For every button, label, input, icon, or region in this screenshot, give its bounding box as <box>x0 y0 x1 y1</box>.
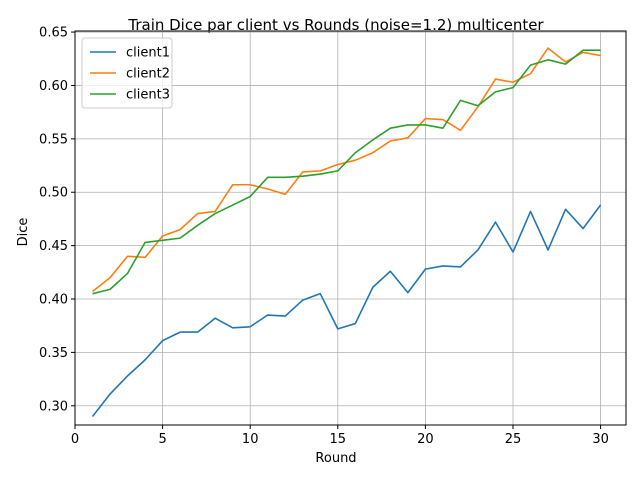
y-tick-label: 0.40 <box>39 293 68 308</box>
x-tick-label: 30 <box>592 432 609 447</box>
x-tick-label: 0 <box>71 432 79 447</box>
x-tick-label: 15 <box>330 432 347 447</box>
x-tick-label: 5 <box>158 432 166 447</box>
series-lines <box>91 47 602 417</box>
legend-label-client3: client3 <box>126 88 170 103</box>
chart-title: Train Dice par client vs Rounds (noise=1… <box>127 16 544 34</box>
y-axis-label: Dice <box>16 218 31 247</box>
legend-box <box>81 37 173 109</box>
series-line-client3 <box>92 49 601 295</box>
series-line-client1 <box>91 204 602 417</box>
y-tick-label: 0.30 <box>39 399 68 414</box>
y-tick-label: 0.65 <box>39 26 68 41</box>
y-tick-label: 0.50 <box>39 186 68 201</box>
y-tick-label: 0.45 <box>39 239 68 254</box>
y-tick-label: 0.35 <box>39 346 68 361</box>
x-tick-label: 20 <box>417 432 434 447</box>
plot-frame <box>74 30 627 426</box>
x-axis-label: Round <box>315 451 356 466</box>
grid <box>74 31 626 425</box>
legend-label-client1: client1 <box>126 46 170 61</box>
legend-label-client2: client2 <box>126 67 170 82</box>
x-tick-label: 25 <box>505 432 522 447</box>
y-tick-label: 0.60 <box>39 79 68 94</box>
axis-ticks: 0 5 10 15 20 25 30 0.30 0.35 0.40 0.45 0.50 0.55 0.60… <box>39 26 609 447</box>
legend: client1 client2 client3 <box>81 37 173 109</box>
y-tick-label: 0.55 <box>39 132 68 147</box>
x-tick-label: 10 <box>242 432 259 447</box>
